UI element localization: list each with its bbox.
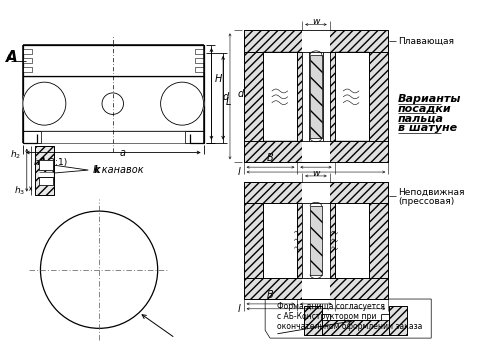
Bar: [244, 203, 263, 278]
Text: $h_3$: $h_3$: [13, 184, 25, 197]
Bar: [298, 203, 335, 278]
Text: a: a: [120, 149, 126, 159]
Bar: [23, 67, 32, 72]
Bar: [244, 278, 388, 299]
Bar: [302, 31, 330, 162]
Text: A: A: [6, 50, 18, 65]
Bar: [302, 182, 330, 299]
Bar: [38, 160, 53, 170]
Bar: [23, 131, 41, 143]
Circle shape: [23, 82, 66, 125]
Bar: [310, 55, 322, 138]
Bar: [23, 76, 204, 131]
Bar: [38, 177, 53, 185]
Text: Форма днища согласуется: Форма днища согласуется: [277, 302, 385, 311]
Text: w: w: [312, 17, 320, 26]
Bar: [195, 67, 204, 72]
Bar: [23, 49, 32, 54]
Text: (2:1): (2:1): [47, 158, 68, 167]
Text: l: l: [238, 167, 240, 177]
Text: пальца: пальца: [398, 113, 444, 123]
Bar: [298, 52, 309, 141]
Bar: [310, 206, 322, 274]
Bar: [41, 131, 185, 143]
Bar: [23, 45, 204, 76]
Bar: [244, 31, 388, 52]
Text: B: B: [267, 290, 274, 300]
Text: b: b: [313, 290, 319, 300]
Text: $h_2$: $h_2$: [10, 149, 21, 161]
Bar: [304, 306, 322, 335]
Bar: [195, 49, 204, 54]
Bar: [195, 58, 204, 63]
Bar: [244, 52, 263, 141]
Bar: [23, 58, 32, 63]
Circle shape: [161, 82, 204, 125]
Text: k канавок: k канавок: [93, 165, 144, 175]
Text: в шатуне: в шатуне: [398, 123, 457, 133]
Text: B: B: [267, 153, 274, 163]
Bar: [35, 146, 54, 195]
Text: посадки: посадки: [398, 103, 452, 113]
Text: Плавающая: Плавающая: [398, 37, 454, 46]
Circle shape: [102, 93, 123, 115]
Text: b: b: [313, 153, 319, 163]
Bar: [244, 182, 388, 203]
Bar: [38, 172, 53, 177]
Bar: [38, 177, 53, 185]
Text: d: d: [223, 92, 229, 102]
Bar: [369, 203, 388, 278]
Text: (прессовая): (прессовая): [398, 197, 454, 206]
Text: $h_1$: $h_1$: [33, 157, 44, 169]
Text: d: d: [238, 89, 244, 99]
Text: L: L: [226, 97, 231, 107]
Bar: [389, 306, 407, 335]
Text: w: w: [312, 169, 320, 178]
Text: H: H: [215, 74, 222, 84]
Bar: [38, 160, 53, 170]
Text: k: k: [93, 165, 100, 175]
Text: окончательном оформлении заказа: окончательном оформлении заказа: [277, 322, 422, 331]
Bar: [322, 320, 389, 335]
Text: A: A: [37, 157, 46, 167]
Text: Варианты: Варианты: [398, 94, 461, 104]
Text: с АБ-Конструктором при: с АБ-Конструктором при: [277, 312, 376, 321]
Bar: [23, 45, 204, 76]
Bar: [185, 131, 204, 143]
Bar: [323, 52, 335, 141]
Text: l: l: [238, 304, 240, 314]
Bar: [369, 52, 388, 141]
Bar: [244, 141, 388, 162]
Text: Неподвижная: Неподвижная: [398, 188, 465, 197]
